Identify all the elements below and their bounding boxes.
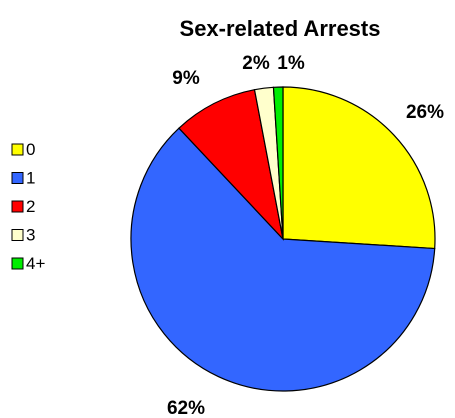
pie-slices — [130, 86, 436, 392]
legend-swatch-2 — [11, 200, 24, 213]
legend-swatch-1 — [11, 172, 24, 184]
data-label-1: 62% — [167, 398, 205, 418]
data-label-2: 9% — [172, 68, 200, 89]
data-label-3: 2% — [242, 53, 270, 74]
data-label-4plus: 1% — [277, 53, 305, 74]
pie-slice-1 — [130, 127, 436, 392]
pie-data-labels: 26% 62% 9% 2% 1% — [167, 53, 444, 418]
pie-slice-4plus — [272, 86, 284, 240]
legend-swatch-3 — [11, 229, 24, 241]
pie-slice-2 — [178, 88, 284, 241]
legend-label-0: 0 — [26, 140, 35, 159]
legend-label-2: 2 — [26, 197, 35, 216]
chart-title: Sex-related Arrests — [180, 16, 381, 41]
data-label-0: 26% — [406, 102, 444, 123]
legend: 0 1 2 3 4+ — [11, 140, 45, 273]
legend-swatch-4plus — [11, 257, 24, 270]
legend-label-1: 1 — [26, 169, 35, 188]
pie-slice-0 — [282, 86, 436, 250]
legend-label-3: 3 — [26, 226, 35, 245]
legend-label-4plus: 4+ — [26, 254, 45, 273]
legend-swatch-0 — [11, 143, 24, 156]
